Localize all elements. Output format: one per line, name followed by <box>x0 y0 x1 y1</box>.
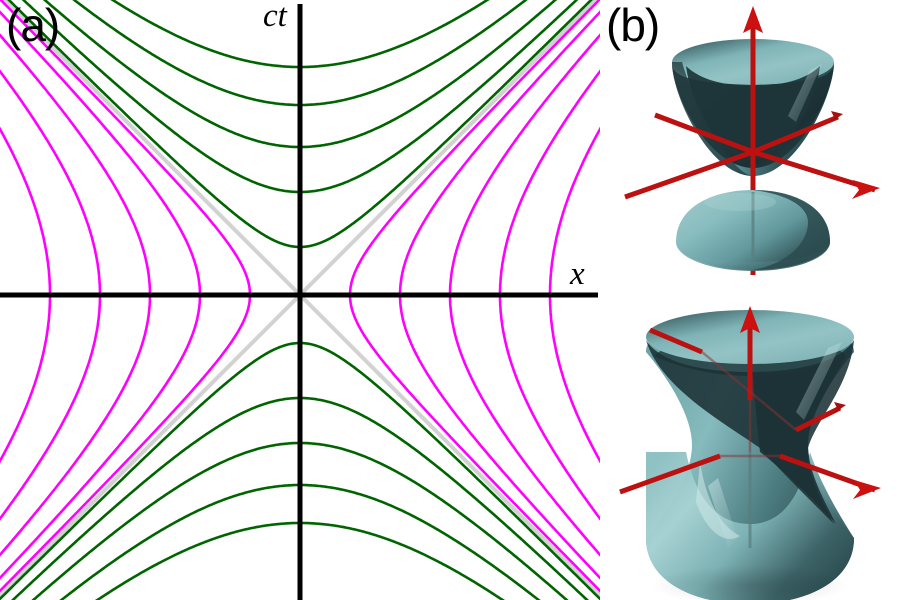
lower-sheet-right-shadow <box>753 190 830 270</box>
upper-sheet-specular-streak <box>788 64 822 122</box>
panel-a-minkowski-diagram <box>0 0 600 600</box>
two-sheeted-hyperboloid <box>624 6 880 275</box>
axis-front-right-x <box>752 149 876 193</box>
axis-b2-stub-upper-right <box>794 405 842 433</box>
arrowhead-b2-ct-top <box>740 306 760 333</box>
upper-sheet-left-shadow <box>672 62 753 176</box>
arrowhead-ct-top <box>743 6 763 33</box>
axis-showthrough-neck <box>701 351 797 458</box>
lower-sheet <box>676 190 830 271</box>
one-sheeted-hyperboloid <box>619 306 881 600</box>
axis-front-left-y <box>624 149 754 200</box>
axis-front-right-y <box>752 114 839 155</box>
one-sheet-bottom-shade <box>650 565 850 600</box>
axes-group <box>0 4 598 600</box>
panel-a-label: (a) <box>6 0 60 51</box>
ct-axis-label: ct <box>263 0 287 34</box>
one-sheet-specular-band <box>696 462 740 539</box>
panel-b-hyperboloid-renders <box>619 6 881 600</box>
arrowhead-y-upper-right <box>830 111 843 123</box>
axis-back-left <box>654 112 754 155</box>
arrowhead-b2-y-upper-right <box>833 402 846 414</box>
lower-sheet-apex-highlight <box>704 193 776 211</box>
axis-b2-stub-upper-left <box>649 327 703 355</box>
arrowhead-b2-x-right <box>853 480 881 499</box>
axes-3d-bottom <box>619 318 876 495</box>
one-sheet-specular-streak-lower <box>708 478 738 548</box>
panel-b-label: (b) <box>606 0 660 51</box>
one-sheet-inner-specular <box>796 342 842 420</box>
axes-3d-top <box>624 18 876 200</box>
axis-b2-arm-lower-left <box>619 453 721 495</box>
arrowhead-x-right <box>852 180 880 199</box>
x-axis-label: x <box>570 256 585 292</box>
